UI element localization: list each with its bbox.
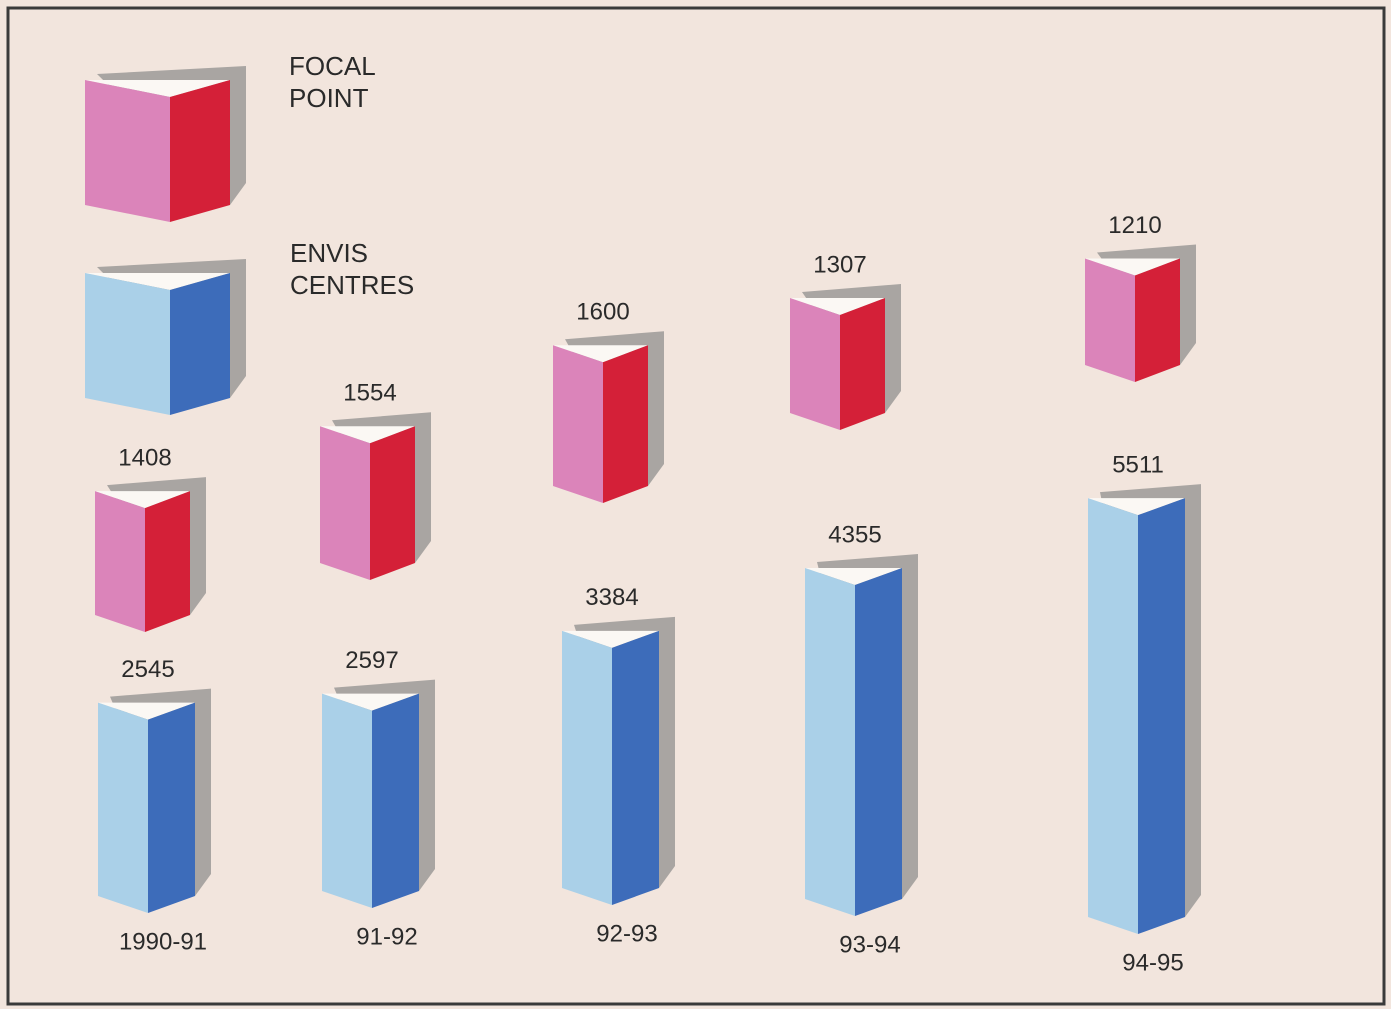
prism xyxy=(95,477,206,632)
prism-top xyxy=(320,426,415,444)
prism-side xyxy=(603,345,648,503)
prism-side xyxy=(612,630,659,905)
prism-top xyxy=(553,345,648,363)
prism xyxy=(320,412,431,580)
x-tick-label: 93-94 xyxy=(839,931,900,958)
prism-side xyxy=(145,491,190,632)
value-label: 1600 xyxy=(576,299,629,326)
prism xyxy=(98,688,211,913)
x-tick-label: 92-93 xyxy=(596,920,657,947)
prism-top xyxy=(85,80,230,97)
prism-side xyxy=(170,273,230,415)
value-label: 3384 xyxy=(585,584,638,611)
prism-front xyxy=(562,630,612,905)
prism xyxy=(790,283,901,430)
legend-label: FOCAL POINT xyxy=(289,51,375,113)
prism-front xyxy=(85,273,170,415)
prism xyxy=(805,554,918,916)
legend-label: ENVIS CENTRES xyxy=(290,238,415,300)
prism xyxy=(553,331,664,503)
prism-side xyxy=(1135,258,1180,382)
value-label: 1210 xyxy=(1108,212,1161,239)
prism-top xyxy=(562,630,659,648)
value-label: 2597 xyxy=(345,647,398,674)
value-label: 1307 xyxy=(813,251,866,278)
value-label: 1554 xyxy=(343,380,396,407)
prism xyxy=(1085,244,1196,382)
prism-top xyxy=(790,297,885,315)
prism-side xyxy=(170,80,230,222)
prism-front xyxy=(98,702,148,913)
prism-front xyxy=(322,693,372,908)
prism xyxy=(85,66,246,222)
prism-top xyxy=(322,693,419,711)
prism-side xyxy=(840,297,885,430)
prism xyxy=(1088,484,1201,934)
x-tick-label: 91-92 xyxy=(356,923,417,950)
prism-front xyxy=(1085,258,1135,382)
x-tick-label: 94-95 xyxy=(1122,949,1183,976)
prism-front xyxy=(85,80,170,222)
prism-side xyxy=(148,702,195,913)
x-tick-label: 1990-91 xyxy=(119,928,207,955)
prism-top xyxy=(805,568,902,586)
prism-front xyxy=(95,491,145,632)
value-label: 4355 xyxy=(828,521,881,548)
prism-side xyxy=(855,568,902,916)
prism xyxy=(562,616,675,905)
prism-side xyxy=(1138,498,1185,934)
prism-front xyxy=(553,345,603,503)
prism-top xyxy=(98,702,195,720)
prism-top xyxy=(1085,258,1180,276)
prism-front xyxy=(805,568,855,916)
prism-top xyxy=(95,491,190,509)
value-label: 1408 xyxy=(118,444,171,471)
prism xyxy=(85,259,246,415)
prism-top xyxy=(85,273,230,290)
prism-side xyxy=(372,693,419,908)
prism-side xyxy=(370,426,415,580)
prism-front xyxy=(790,297,840,430)
prism-front xyxy=(1088,498,1138,934)
prism-front xyxy=(320,426,370,580)
prism xyxy=(322,679,435,908)
prism-top xyxy=(1088,498,1185,516)
value-label: 2545 xyxy=(121,656,174,683)
value-label: 5511 xyxy=(1112,452,1164,479)
